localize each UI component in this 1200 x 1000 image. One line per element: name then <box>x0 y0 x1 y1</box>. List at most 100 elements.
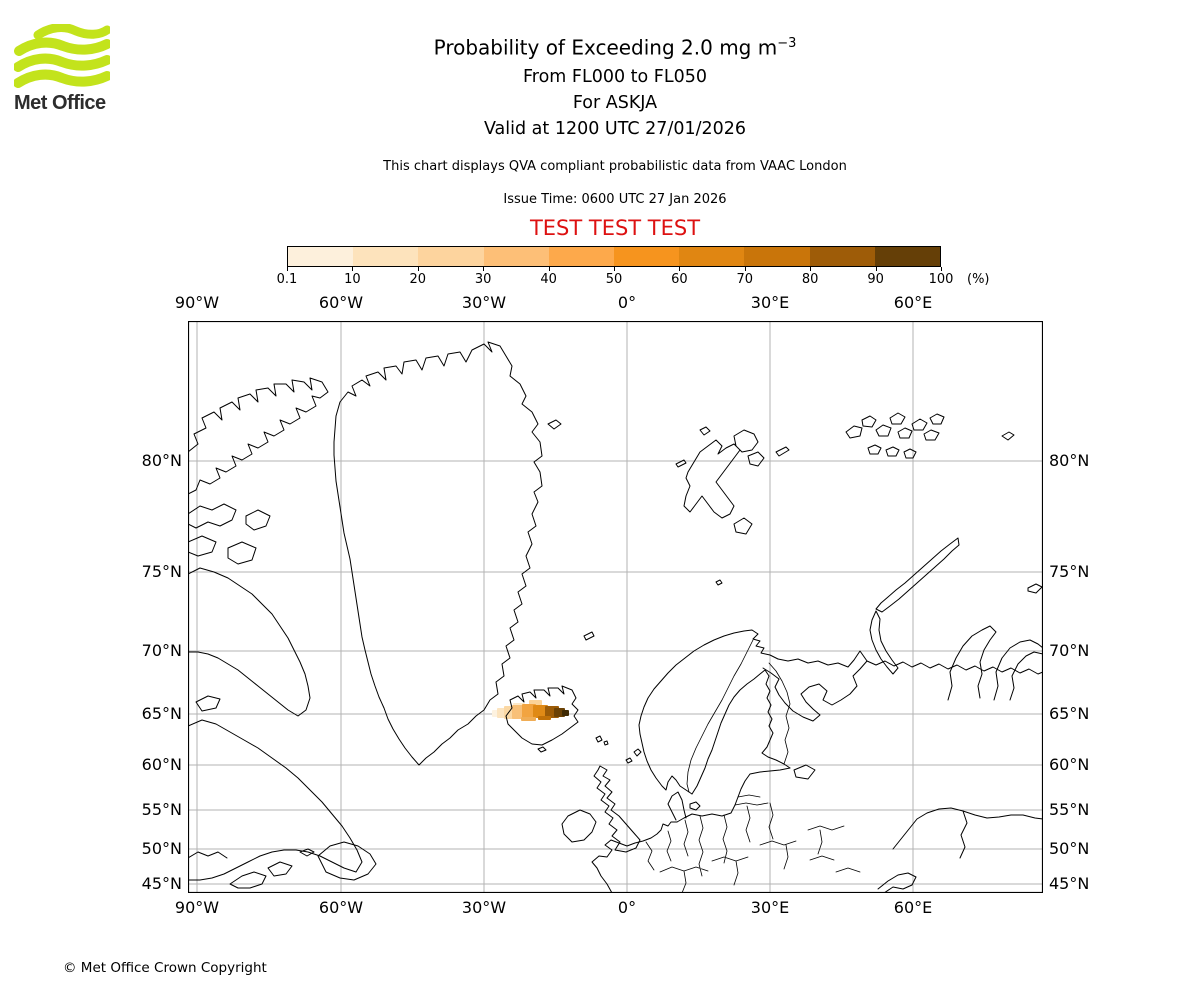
copyright-notice: © Met Office Crown Copyright <box>63 960 267 976</box>
plume-cell <box>512 705 525 719</box>
plume-cell <box>562 710 569 716</box>
latitude-label-right: 55°N <box>1049 800 1090 819</box>
longitude-label-top: 30°W <box>461 293 507 312</box>
coast-southampton-island <box>195 695 221 712</box>
flight-level-range: From FL000 to FL050 <box>522 67 708 87</box>
north-atlantic-map <box>188 321 1043 893</box>
latitude-label-left: 75°N <box>141 562 182 581</box>
colorbar-tickmark <box>744 267 746 271</box>
longitude-label-bottom: 30°E <box>750 898 790 917</box>
coast-faroes-shetland <box>595 735 642 764</box>
colorbar-tick-label: 80 <box>801 272 819 287</box>
chart-title: Probability of Exceeding 2.0 mg m−3 <box>180 29 1050 63</box>
coast-greenland <box>333 341 543 766</box>
latitude-label-left: 50°N <box>141 839 182 858</box>
graticule <box>188 321 1043 893</box>
border-finland-russia <box>768 662 791 765</box>
valid-time: Valid at 1200 UTC 27/01/2026 <box>483 119 747 139</box>
coast-ellesmere <box>188 377 329 495</box>
plume-cell <box>538 716 551 720</box>
coastlines <box>188 341 1043 893</box>
colorbar-tickmark <box>810 267 812 271</box>
coast-iceland <box>505 685 579 753</box>
met-office-wordmark: Met Office <box>14 92 106 114</box>
longitude-label-bottom: 0° <box>617 898 637 917</box>
coast-yamal <box>947 625 1043 701</box>
longitude-label-top: 0° <box>617 293 637 312</box>
met-office-logo: Met Office <box>14 24 124 115</box>
lake-ladoga <box>793 764 816 780</box>
colorbar-segment <box>614 247 680 266</box>
coast-norway <box>638 629 779 795</box>
colorbar-tick-label: 100 <box>928 272 954 287</box>
colorbar-tick-label: 0.1 <box>276 272 298 287</box>
chart-title-exponent: −3 <box>777 36 797 51</box>
colorbar-segment <box>483 247 549 266</box>
longitude-label-bottom: 90°W <box>174 898 220 917</box>
longitude-label-bottom: 60°W <box>318 898 364 917</box>
latitude-label-right: 45°N <box>1049 874 1090 893</box>
latitude-label-right: 60°N <box>1049 755 1090 774</box>
colorbar-tick-label: 20 <box>409 272 427 287</box>
latitude-label-right: 75°N <box>1049 562 1090 581</box>
coast-franz-josef-land <box>845 412 945 459</box>
colorbar-ticks: 0.1 10 20 30 40 50 60 70 80 90 100 <box>277 267 953 289</box>
coast-black-sea <box>877 872 917 893</box>
ash-probability-plume <box>492 700 569 721</box>
longitude-label-top: 60°W <box>318 293 364 312</box>
longitude-label-top: 60°E <box>893 293 933 312</box>
colorbar-segment <box>874 247 941 266</box>
colorbar-tick-label: 30 <box>474 272 492 287</box>
longitude-label-bottom: 30°W <box>461 898 507 917</box>
colorbar-tick-label: 60 <box>671 272 688 287</box>
colorbar-segment <box>809 247 875 266</box>
latitude-label-right: 50°N <box>1049 839 1090 858</box>
colorbar-unit: (%) <box>967 272 990 287</box>
colorbar-segment <box>353 247 419 266</box>
colorbar-tick-label: 70 <box>736 272 754 287</box>
plume-cell <box>533 705 548 718</box>
coast-denmark <box>667 791 701 821</box>
plume-cell <box>497 708 506 718</box>
issue-time: Issue Time: 0600 UTC 27 Jan 2026 <box>503 192 727 207</box>
latitude-label-left: 60°N <box>141 755 182 774</box>
latitude-label-right: 70°N <box>1049 641 1090 660</box>
chart-title-text: Probability of Exceeding 2.0 mg m <box>433 35 778 60</box>
colorbar-segment <box>744 247 810 266</box>
latitude-label-left: 80°N <box>141 451 182 470</box>
longitude-label-top: 90°W <box>174 293 220 312</box>
coast-novaya-zemlya <box>869 537 960 675</box>
coast-great-britain <box>593 765 641 853</box>
latitude-labels-right: 80°N 75°N 70°N 65°N 60°N 55°N 50°N 45°N <box>1049 321 1119 893</box>
coast-sweden-finland <box>691 669 791 795</box>
coast-svalbard <box>675 426 790 586</box>
colorbar-segment <box>679 247 745 266</box>
coast-kola-white-sea <box>762 650 868 722</box>
coast-arctic-islets <box>1001 431 1043 594</box>
border-norway-sweden <box>686 639 754 793</box>
coast-nova-scotia <box>188 848 315 889</box>
borders-central-europe <box>645 794 861 893</box>
colorbar-segment <box>288 247 354 266</box>
qva-note: This chart displays QVA compliant probab… <box>383 159 847 174</box>
colorbar-tick-label: 40 <box>540 272 557 287</box>
volcano-name: For ASKJA <box>572 93 658 113</box>
longitude-labels-top: 90°W 60°W 30°W 0° 30°E 60°E <box>175 288 1043 314</box>
probability-colorbar <box>287 246 941 267</box>
longitude-label-bottom: 60°E <box>893 898 933 917</box>
latitude-label-right: 65°N <box>1049 704 1090 723</box>
colorbar-tickmark <box>287 267 288 271</box>
plume-cell <box>522 704 536 719</box>
coast-arctic-islands <box>188 503 271 565</box>
coast-baltic-states <box>676 767 791 823</box>
colorbar-tickmark <box>875 267 877 271</box>
coast-caspian-north <box>892 807 1043 859</box>
latitude-label-right: 80°N <box>1049 451 1090 470</box>
coast-jan-mayen <box>547 419 595 641</box>
colorbar-tickmark <box>483 267 485 271</box>
latitude-labels-left: 80°N 75°N 70°N 65°N 60°N 55°N 50°N 45°N <box>0 321 182 893</box>
plume-cell <box>521 717 536 721</box>
longitude-label-top: 30°E <box>750 293 790 312</box>
colorbar-tickmark <box>614 267 615 271</box>
